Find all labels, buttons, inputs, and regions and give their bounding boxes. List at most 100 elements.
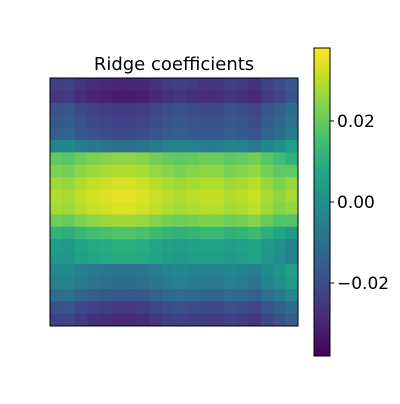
heatmap-cell (224, 252, 237, 265)
heatmap-cell (62, 264, 75, 277)
heatmap-cell (87, 301, 100, 314)
heatmap-cell (224, 78, 237, 91)
heatmap-cell (137, 276, 150, 289)
heatmap-cell (199, 214, 212, 227)
heatmap-cell (224, 190, 237, 203)
heatmap-cell (273, 177, 286, 190)
heatmap-cell (87, 276, 100, 289)
heatmap-cell (273, 214, 286, 227)
heatmap-cell (124, 90, 137, 103)
heatmap-cell (100, 202, 113, 215)
heatmap-cell (286, 128, 299, 141)
heatmap-cell (124, 276, 137, 289)
heatmap-cell (174, 165, 187, 178)
heatmap-cell (87, 103, 100, 116)
heatmap-cell (100, 252, 113, 265)
heatmap-cell (186, 314, 199, 327)
heatmap-cell (75, 314, 88, 327)
heatmap-cell (149, 152, 162, 165)
heatmap-cell (162, 227, 175, 240)
heatmap-cell (236, 276, 249, 289)
heatmap-cell (199, 264, 212, 277)
heatmap-cell (273, 140, 286, 153)
heatmap-cell (62, 128, 75, 141)
heatmap-cell (87, 314, 100, 327)
heatmap-cell (112, 165, 125, 178)
heatmap-cell (236, 103, 249, 116)
heatmap-cell (162, 276, 175, 289)
heatmap-cell (211, 264, 224, 277)
heatmap-cell (124, 314, 137, 327)
heatmap-cell (62, 276, 75, 289)
heatmap-cell (87, 152, 100, 165)
heatmap-cell (273, 78, 286, 91)
heatmap-cell (286, 177, 299, 190)
heatmap-cell (75, 276, 88, 289)
heatmap-cell (273, 128, 286, 141)
heatmap-cell (149, 128, 162, 141)
heatmap-cell (286, 239, 299, 252)
heatmap-cell (199, 165, 212, 178)
heatmap-cell (149, 103, 162, 116)
heatmap-cell (224, 289, 237, 302)
heatmap-cell (124, 239, 137, 252)
heatmap-cell (137, 252, 150, 265)
heatmap-cell (112, 128, 125, 141)
heatmap-cell (261, 78, 274, 91)
heatmap-cell (186, 128, 199, 141)
heatmap-cell (50, 128, 63, 141)
heatmap-cell (286, 276, 299, 289)
heatmap-cell (162, 140, 175, 153)
heatmap-cell (199, 239, 212, 252)
heatmap-cell (248, 252, 261, 265)
heatmap-cell (50, 78, 63, 91)
heatmap-cell (199, 314, 212, 327)
heatmap-cell (261, 103, 274, 116)
heatmap-cell (100, 78, 113, 91)
heatmap-cell (273, 227, 286, 240)
heatmap-cell (186, 177, 199, 190)
heatmap-cell (199, 190, 212, 203)
heatmap-cell (137, 152, 150, 165)
heatmap-cell (248, 152, 261, 165)
heatmap-cell (149, 301, 162, 314)
heatmap-cell (286, 90, 299, 103)
heatmap-cell (75, 289, 88, 302)
heatmap-cell (50, 264, 63, 277)
heatmap-cell (162, 289, 175, 302)
heatmap-cell (149, 314, 162, 327)
heatmap-cell (261, 202, 274, 215)
heatmap-cell (224, 214, 237, 227)
heatmap-cell (286, 103, 299, 116)
heatmap-cell (87, 190, 100, 203)
heatmap-cell (248, 115, 261, 128)
chart-title: Ridge coefficients (94, 54, 254, 75)
heatmap-cell (248, 301, 261, 314)
heatmap-cell (75, 103, 88, 116)
heatmap-cell (87, 165, 100, 178)
heatmap-cell (248, 227, 261, 240)
heatmap-cell (186, 227, 199, 240)
heatmap-cell (211, 140, 224, 153)
heatmap-cell (149, 165, 162, 178)
heatmap-cell (174, 103, 187, 116)
heatmap-cell (87, 128, 100, 141)
heatmap-cell (137, 140, 150, 153)
heatmap-cell (149, 140, 162, 153)
heatmap-cell (149, 289, 162, 302)
heatmap-cell (62, 177, 75, 190)
heatmap-cell (87, 214, 100, 227)
heatmap-cell (286, 227, 299, 240)
heatmap-cell (224, 276, 237, 289)
heatmap-cell (286, 115, 299, 128)
heatmap-cell (273, 276, 286, 289)
heatmap-cell (149, 276, 162, 289)
heatmap-cell (124, 264, 137, 277)
heatmap-cell (50, 103, 63, 116)
heatmap-cell (211, 202, 224, 215)
heatmap-cell (211, 301, 224, 314)
heatmap-cell (62, 301, 75, 314)
heatmap-cell (261, 264, 274, 277)
heatmap-cell (236, 140, 249, 153)
